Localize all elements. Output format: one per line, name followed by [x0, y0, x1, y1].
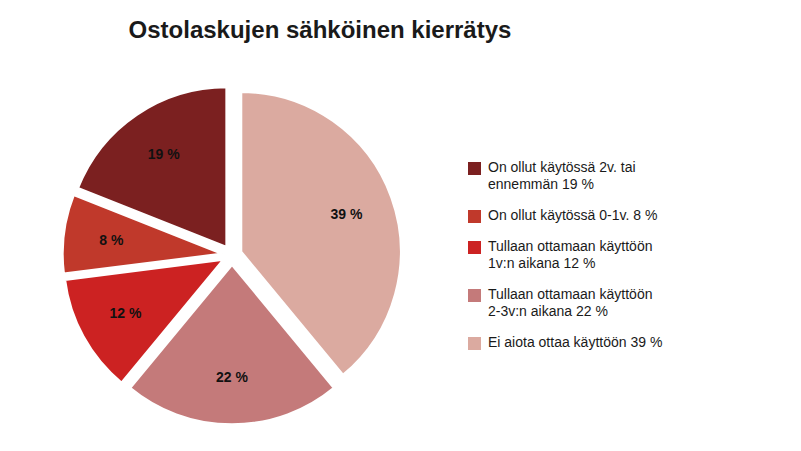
legend-label: Ei aiota ottaa käyttöön 39 %	[488, 334, 662, 350]
data-label: 12 %	[109, 305, 141, 321]
legend-item: Ei aiota ottaa käyttöön 39 %	[468, 334, 662, 350]
data-label: 22 %	[216, 369, 248, 385]
slices	[62, 87, 401, 425]
legend-swatch	[468, 162, 481, 175]
legend-swatch	[468, 289, 481, 302]
legend-label-line: 2-3v:n aikana 22 %	[488, 303, 608, 319]
data-label: 39 %	[330, 206, 362, 222]
legend-label: On ollut käytössä 0-1v. 8 %	[488, 207, 657, 223]
legend-label: Tullaan ottamaan käyttöön1v:n aikana 12 …	[488, 238, 652, 271]
legend-item: Tullaan ottamaan käyttöön2-3v:n aikana 2…	[468, 286, 652, 319]
slice	[241, 92, 401, 375]
legend-label-line: On ollut käytössä 2v. tai	[488, 159, 636, 175]
data-label: 8 %	[99, 232, 124, 248]
legend-item: On ollut käytössä 0-1v. 8 %	[468, 207, 657, 223]
legend-label-line: On ollut käytössä 0-1v. 8 %	[488, 207, 657, 223]
legend-label-line: 1v:n aikana 12 %	[488, 255, 595, 271]
legend-swatch	[468, 241, 481, 254]
legend: On ollut käytössä 2v. taiennemmän 19 %On…	[468, 159, 662, 350]
pie: 19 % 8 % 12 % 22 % 39 %	[62, 87, 401, 425]
data-label: 19 %	[148, 146, 180, 162]
data-labels: 19 % 8 % 12 % 22 % 39 %	[99, 146, 363, 384]
legend-item: Tullaan ottamaan käyttöön1v:n aikana 12 …	[468, 238, 652, 271]
legend-label-line: Tullaan ottamaan käyttöön	[488, 238, 652, 254]
chart: Ostolaskujen sähköinen kierrätys19 %8 %1…	[0, 0, 801, 451]
legend-label-line: ennemmän 19 %	[488, 176, 594, 192]
legend-label: Tullaan ottamaan käyttöön2-3v:n aikana 2…	[488, 286, 652, 319]
legend-swatch	[468, 210, 481, 223]
title: Ostolaskujen sähköinen kierrätys	[129, 16, 512, 43]
legend-item: On ollut käytössä 2v. taiennemmän 19 %	[468, 159, 636, 192]
legend-label-line: Tullaan ottamaan käyttöön	[488, 286, 652, 302]
legend-label: On ollut käytössä 2v. taiennemmän 19 %	[488, 159, 636, 192]
legend-label-line: Ei aiota ottaa käyttöön 39 %	[488, 334, 662, 350]
legend-swatch	[468, 337, 481, 350]
